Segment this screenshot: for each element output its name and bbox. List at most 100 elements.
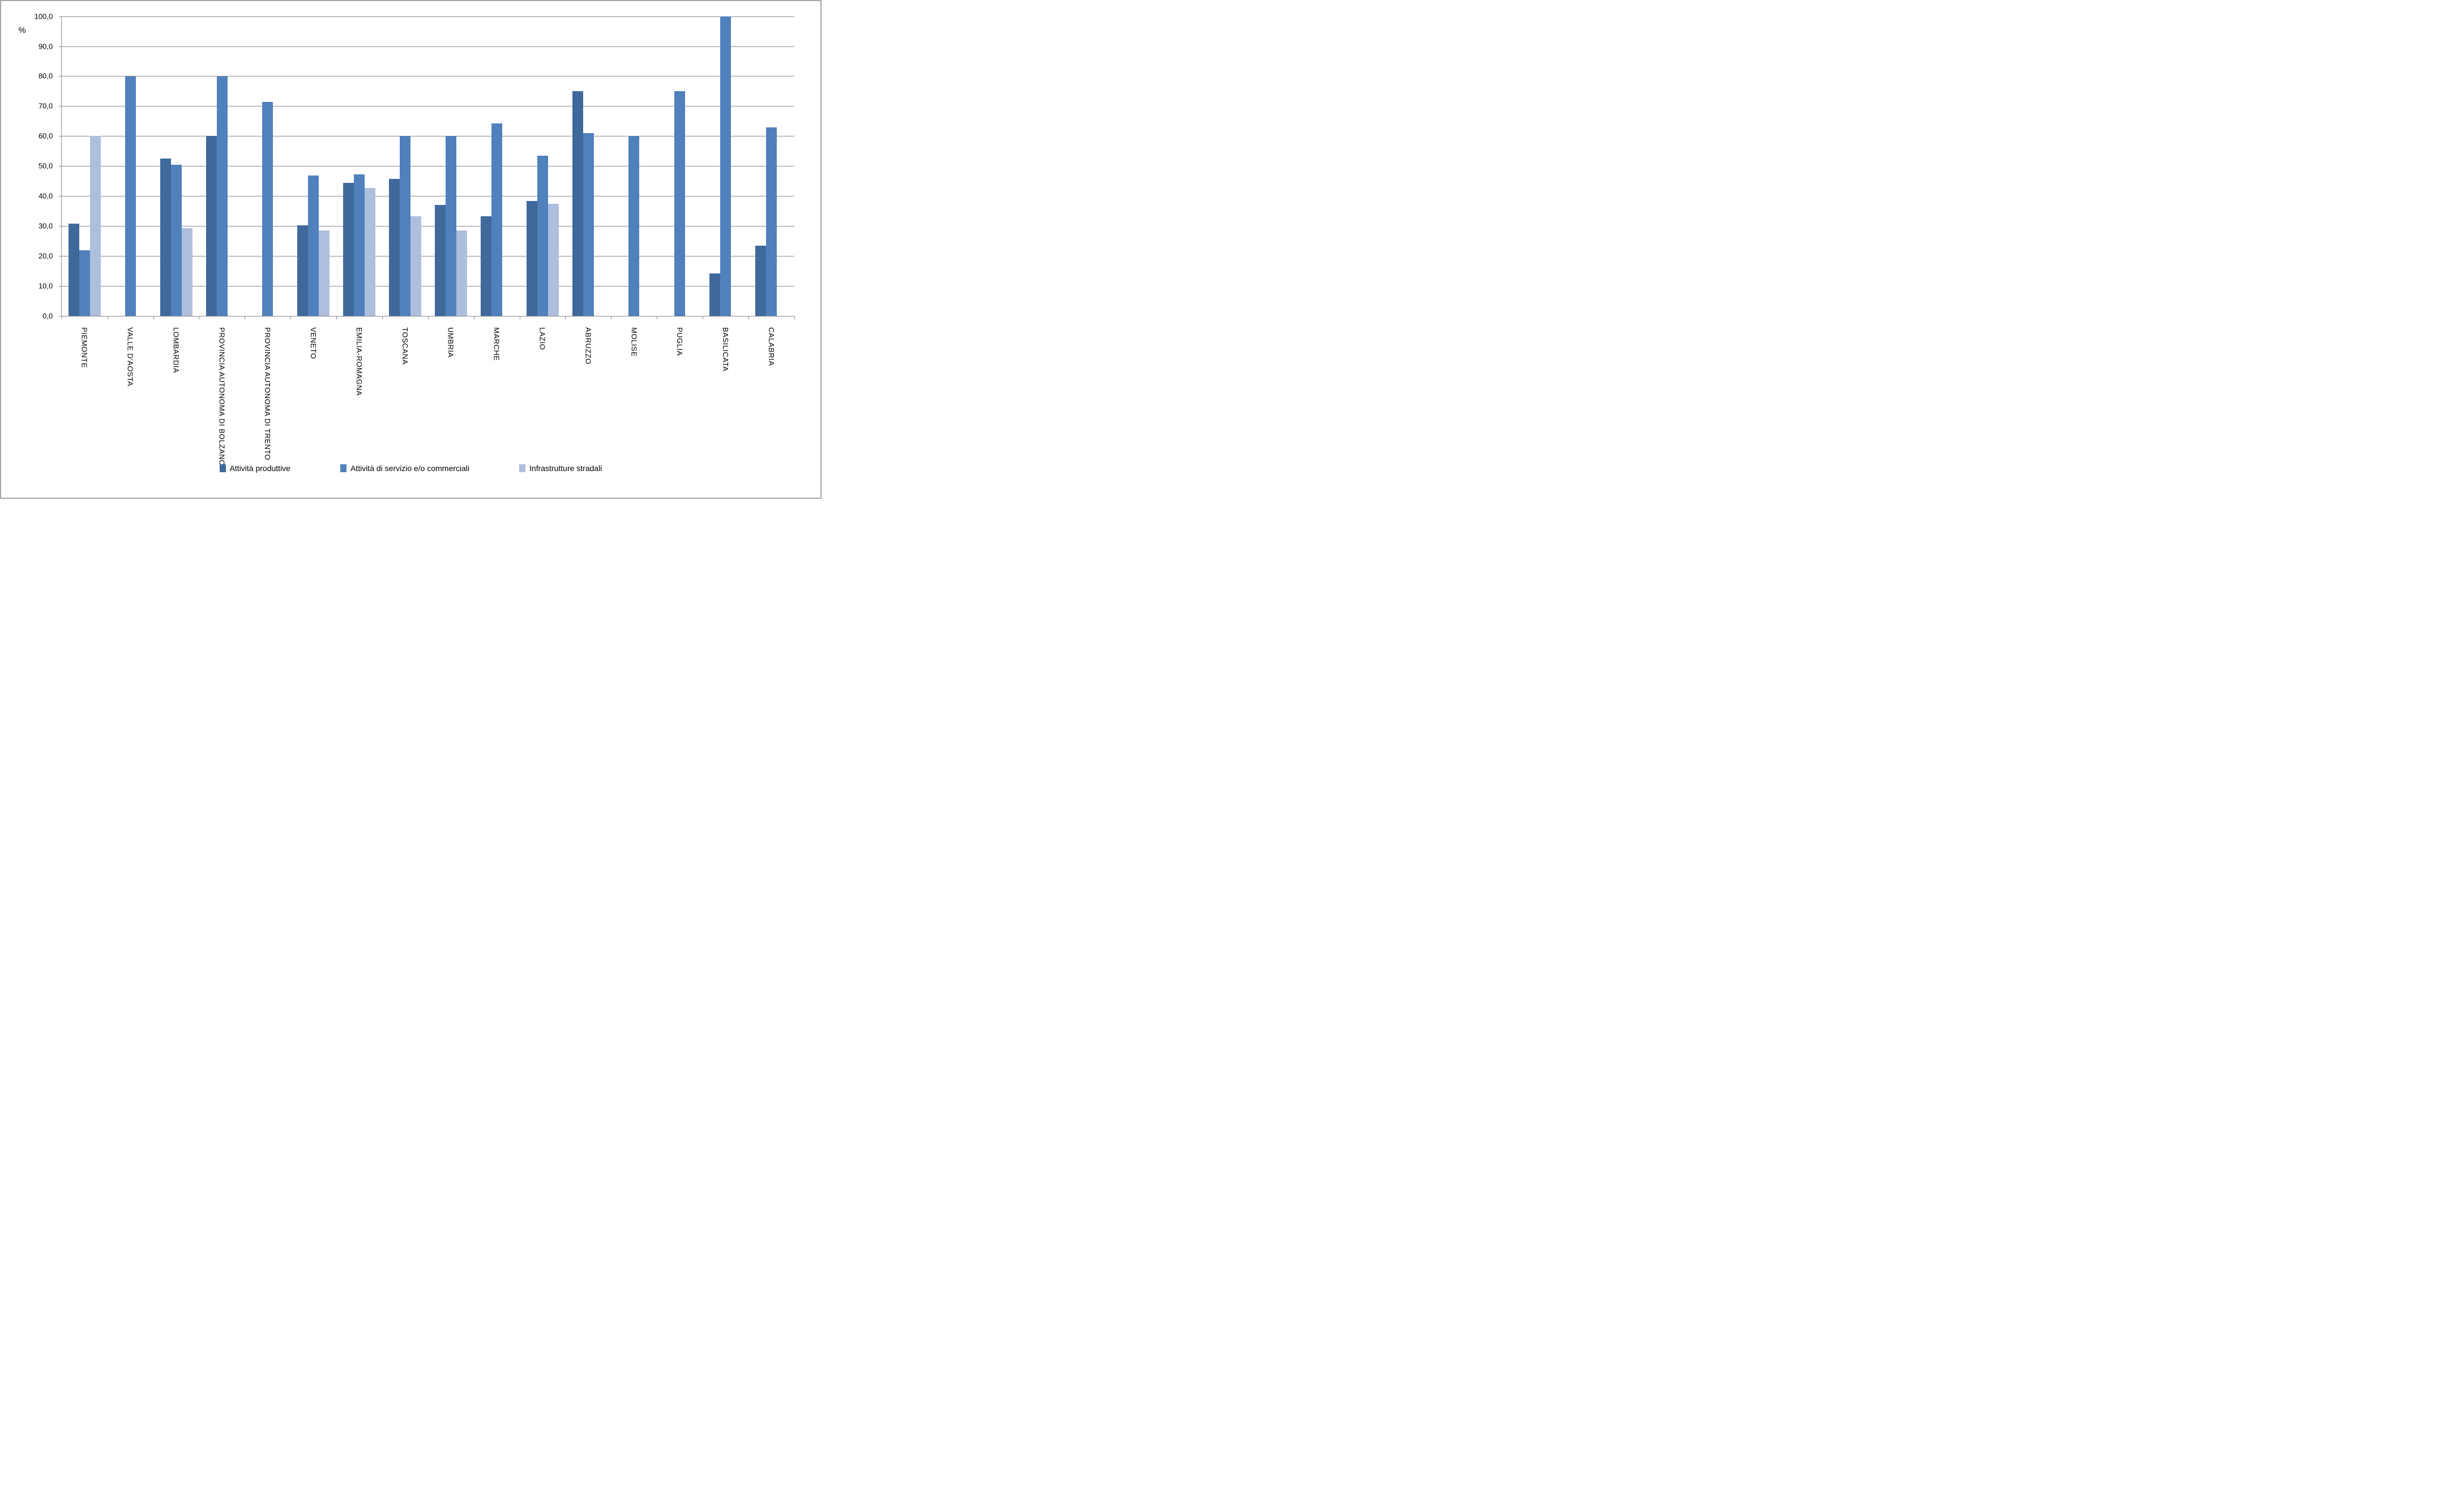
bar-series1 xyxy=(755,245,767,316)
bar-series1 xyxy=(572,91,583,316)
x-axis-tick xyxy=(794,316,795,320)
x-axis-category-label: CALABRIA xyxy=(767,327,776,366)
bar-series3 xyxy=(547,204,559,316)
y-axis-tick xyxy=(58,46,61,47)
bar-group: EMILIA-ROMAGNA xyxy=(336,16,382,396)
legend: Attività produttive Attività di servizio … xyxy=(1,464,820,473)
bar-series3 xyxy=(365,187,376,316)
y-axis-label: 100,0 xyxy=(34,12,53,21)
bar-series1 xyxy=(526,200,537,316)
y-axis-label: 50,0 xyxy=(38,161,53,170)
legend-item: Attività produttive xyxy=(219,464,290,473)
y-axis-label: 80,0 xyxy=(38,71,53,80)
x-axis-tick xyxy=(565,316,566,320)
x-axis-category-label: VALLE D'AOSTA xyxy=(126,327,135,387)
bar-group: MOLISE xyxy=(611,16,657,357)
legend-swatch-icon xyxy=(340,464,346,473)
bar-series3 xyxy=(410,216,422,316)
bar-group: MARCHE xyxy=(474,16,520,361)
bar-series2 xyxy=(445,136,456,316)
x-axis-category-label: PROVINCIA AUTONOMA DI TRENTO xyxy=(263,327,272,461)
x-axis-category-label: EMILIA-ROMAGNA xyxy=(354,327,363,396)
bar-series1 xyxy=(480,216,491,316)
legend-swatch-icon xyxy=(519,464,526,473)
bar-series2 xyxy=(79,250,90,316)
bar-series1 xyxy=(297,225,309,316)
x-axis-tick xyxy=(153,316,154,320)
bar-series1 xyxy=(709,273,721,316)
plot-area: 100,0 90,0 80,0 70,0 60,0 50,0 40,0 30,0 20,0 10,… xyxy=(35,12,795,466)
x-axis-category-label: VENETO xyxy=(309,327,318,360)
x-axis-category-label: PUGLIA xyxy=(675,327,685,356)
bar-group: PROVINCIA AUTONOMA DI TRENTO xyxy=(245,16,290,460)
bar-series2 xyxy=(216,76,228,316)
bar-series3 xyxy=(456,230,467,316)
legend-item: Infrastrutture stradali xyxy=(519,464,602,473)
x-axis-category-label: PROVINCIA AUTONOMA DI BOLZANO xyxy=(217,327,226,466)
bar-series3 xyxy=(319,230,330,316)
bar-series2 xyxy=(400,136,411,316)
x-axis-category-label: TOSCANA xyxy=(400,327,409,365)
legend-label: Attività produttive xyxy=(229,464,290,473)
gridline xyxy=(61,46,794,47)
bar-series1 xyxy=(434,205,446,316)
x-axis-category-label: LOMBARDIA xyxy=(172,327,181,374)
bar-group: UMBRIA xyxy=(428,16,474,358)
legend-swatch-icon xyxy=(219,464,226,473)
y-axis-label: 30,0 xyxy=(38,221,53,230)
bar-group: PUGLIA xyxy=(657,16,703,356)
x-axis-category-label: LAZIO xyxy=(538,327,547,350)
bar-group: VENETO xyxy=(290,16,336,359)
gridline xyxy=(61,16,794,17)
y-axis-tick xyxy=(58,16,61,17)
y-axis-label: 40,0 xyxy=(38,191,53,200)
bar-series1 xyxy=(160,158,171,316)
x-axis-tick xyxy=(748,316,749,320)
bar-group: BASILICATA xyxy=(703,16,748,371)
y-axis-unit-label: % xyxy=(18,25,26,35)
x-axis-tick xyxy=(290,316,292,320)
bar-series2 xyxy=(170,164,182,316)
x-axis-category-label: BASILICATA xyxy=(721,327,730,372)
bar-series2 xyxy=(720,16,732,316)
bar-series1 xyxy=(389,178,400,316)
legend-item: Attività di servizio e/o commerciali xyxy=(340,464,469,473)
bar-group: TOSCANA xyxy=(382,16,428,365)
legend-label: Infrastrutture stradali xyxy=(529,464,602,473)
bar-series1 xyxy=(68,224,79,316)
x-axis-tick xyxy=(427,316,429,320)
y-axis-label: 20,0 xyxy=(38,251,53,260)
x-axis-category-label: MOLISE xyxy=(630,327,639,357)
bar-group: PIEMONTE xyxy=(62,16,108,368)
bar-group: LAZIO xyxy=(520,16,566,350)
bar-group: CALABRIA xyxy=(748,16,794,366)
x-axis-category-label: PIEMONTE xyxy=(80,327,89,369)
bar-series3 xyxy=(181,228,192,316)
bar-series3 xyxy=(89,136,101,316)
y-axis-label: 90,0 xyxy=(38,42,53,51)
y-axis-label: 10,0 xyxy=(38,281,53,290)
bar-series2 xyxy=(674,91,686,316)
bar-series2 xyxy=(628,136,640,316)
bar-series1 xyxy=(343,182,354,316)
bar-series2 xyxy=(308,176,319,316)
bar-group: PROVINCIA AUTONOMA DI BOLZANO xyxy=(199,16,245,466)
bar-series2 xyxy=(125,76,136,316)
chart-frame: % 100,0 90,0 80,0 70,0 60,0 50,0 40,0 30,0 20,0 1… xyxy=(0,0,822,499)
x-axis-category-label: UMBRIA xyxy=(446,327,455,358)
x-axis-tick xyxy=(382,316,383,320)
bar-series1 xyxy=(206,136,217,316)
bar-series2 xyxy=(537,155,548,316)
bar-series2 xyxy=(491,123,502,316)
x-axis-tick xyxy=(336,316,337,320)
y-axis-label: 60,0 xyxy=(38,131,53,140)
bar-series2 xyxy=(354,174,365,316)
bar-group: LOMBARDIA xyxy=(153,16,199,373)
bar-group: VALLE D'AOSTA xyxy=(108,16,153,387)
bar-series2 xyxy=(766,127,777,316)
x-axis-category-label: MARCHE xyxy=(492,327,501,361)
x-axis-category-label: ABRUZZO xyxy=(584,327,593,365)
bar-series2 xyxy=(262,102,273,316)
legend-label: Attività di servizio e/o commerciali xyxy=(350,464,470,473)
y-axis-label: 0,0 xyxy=(42,311,53,320)
